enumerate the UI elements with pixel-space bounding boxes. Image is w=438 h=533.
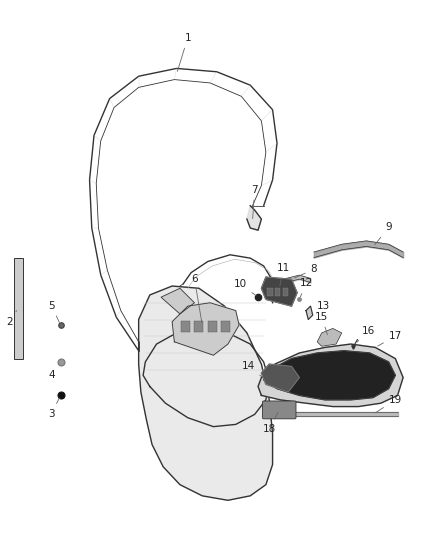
- Text: 10: 10: [234, 279, 256, 295]
- Bar: [181, 321, 190, 332]
- Bar: [221, 321, 230, 332]
- Text: 9: 9: [375, 222, 392, 245]
- Polygon shape: [247, 206, 261, 230]
- Text: 19: 19: [375, 395, 402, 413]
- Polygon shape: [172, 303, 239, 355]
- Text: 18: 18: [263, 413, 278, 434]
- Polygon shape: [264, 351, 396, 400]
- Polygon shape: [317, 328, 342, 346]
- Text: 5: 5: [48, 301, 60, 322]
- Polygon shape: [161, 288, 194, 314]
- Text: 14: 14: [241, 361, 264, 378]
- Text: 4: 4: [48, 364, 59, 379]
- Polygon shape: [258, 344, 403, 407]
- Text: 16: 16: [357, 326, 375, 342]
- Text: 12: 12: [300, 278, 313, 297]
- Polygon shape: [14, 258, 23, 359]
- Bar: [208, 321, 217, 332]
- Text: 8: 8: [294, 264, 317, 278]
- Bar: [194, 321, 203, 332]
- FancyBboxPatch shape: [262, 401, 296, 419]
- Text: 2: 2: [6, 311, 17, 327]
- Polygon shape: [139, 286, 272, 500]
- Text: 7: 7: [251, 184, 258, 219]
- Text: 1: 1: [177, 33, 191, 71]
- Polygon shape: [261, 364, 299, 392]
- Text: 17: 17: [378, 331, 402, 346]
- Bar: [283, 288, 288, 296]
- Text: 15: 15: [315, 312, 328, 335]
- Text: 3: 3: [48, 398, 59, 419]
- Text: 13: 13: [312, 301, 330, 313]
- Polygon shape: [306, 306, 313, 319]
- Bar: [275, 288, 280, 296]
- Bar: [267, 288, 272, 296]
- Polygon shape: [261, 277, 297, 306]
- Text: 11: 11: [277, 263, 290, 286]
- Text: 6: 6: [191, 274, 202, 322]
